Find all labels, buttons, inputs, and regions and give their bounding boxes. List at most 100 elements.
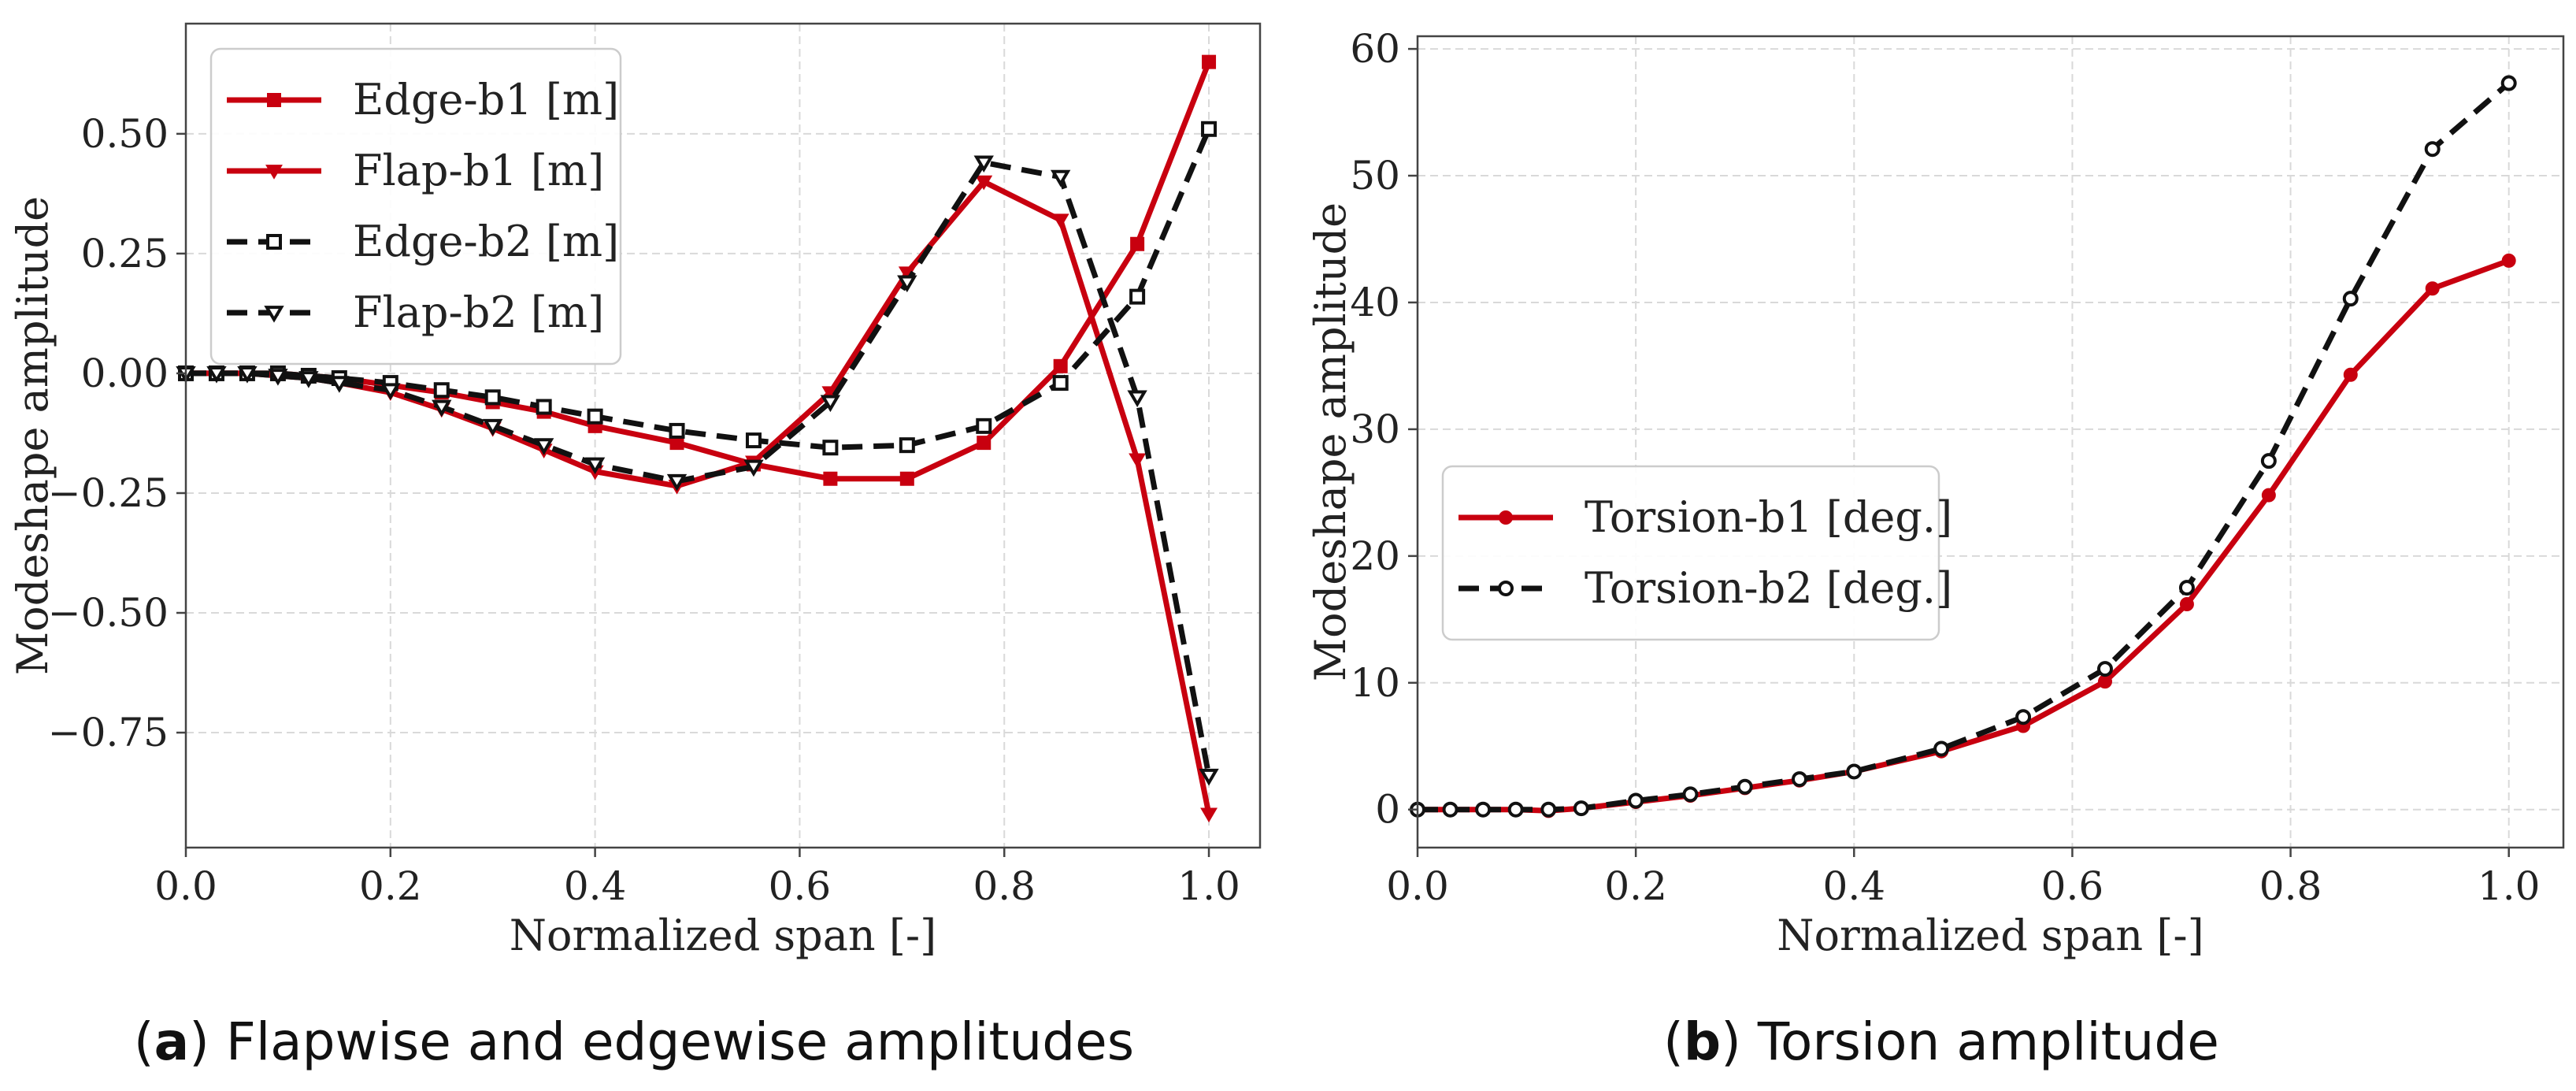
- y-tick-label: 0.25: [81, 231, 169, 276]
- data-point: [1507, 801, 1524, 818]
- grid-b: [1417, 36, 2563, 848]
- legend-marker: [1498, 581, 1514, 596]
- x-tick-label: 0.6: [769, 863, 832, 909]
- series-a-4: [176, 155, 1219, 786]
- data-point: [1129, 288, 1146, 305]
- data-point: [1050, 169, 1071, 187]
- data-point: [977, 436, 991, 451]
- data-point: [483, 418, 503, 436]
- x-tick-label: 0.6: [2041, 863, 2104, 909]
- x-tick-label: 0.4: [564, 863, 627, 909]
- ticks-a: 0.0 0.2 0.4 0.6 0.8 1.0 0.50 0.25 0.00 −0.25 −0.50…: [48, 111, 1240, 909]
- data-point: [329, 376, 350, 393]
- data-point: [820, 395, 841, 413]
- y-tick-label: 0: [1375, 787, 1400, 833]
- y-tick-label: −0.50: [48, 590, 169, 636]
- x-tick-label: 0.2: [1604, 863, 1667, 909]
- series-layer-a: [176, 54, 1219, 823]
- caption-a: (a) Flapwise and edgewise amplitudes: [134, 1011, 1134, 1072]
- ticks-b: 0.0 0.2 0.4 0.6 0.8 1.0 0 10 20 30 40 50 60: [1350, 26, 2540, 909]
- y-tick-label: −0.75: [48, 710, 169, 755]
- data-point: [380, 383, 401, 400]
- series-b-2: [1410, 75, 2517, 818]
- y-tick-label: 0.50: [81, 111, 169, 157]
- data-point: [1628, 792, 1644, 809]
- data-point: [745, 432, 762, 449]
- data-point: [1202, 54, 1217, 69]
- data-point: [822, 440, 839, 456]
- data-point: [1201, 121, 1218, 137]
- data-point: [2500, 75, 2517, 91]
- data-point: [1573, 800, 1589, 817]
- x-tick-label: 1.0: [1177, 863, 1240, 909]
- data-point: [1540, 801, 1557, 818]
- legend-label: Torsion-b2 [deg.]: [1585, 563, 1952, 613]
- x-tick-label: 0.8: [2259, 863, 2322, 909]
- data-point: [666, 473, 688, 492]
- data-point: [2424, 141, 2441, 158]
- data-point: [973, 155, 994, 173]
- series-line-b-2: [1418, 80, 2511, 813]
- data-point: [1200, 807, 1218, 823]
- data-point: [975, 175, 993, 191]
- caption-text-b: Torsion amplitude: [1757, 1011, 2219, 1072]
- data-point: [237, 366, 258, 384]
- legend-label: Edge-b2 [m]: [353, 217, 619, 266]
- data-point: [206, 366, 227, 384]
- legend-entry: Edge-b2 [m]: [227, 217, 619, 266]
- legend-entry: Torsion-b2 [deg.]: [1458, 563, 1952, 613]
- data-point: [1792, 771, 1807, 788]
- data-point: [1051, 213, 1069, 229]
- data-point: [899, 437, 915, 454]
- data-point: [2015, 709, 2032, 725]
- data-point: [2179, 597, 2194, 611]
- data-point: [268, 369, 288, 386]
- caption-b: (b) Torsion amplitude: [1663, 1011, 2219, 1072]
- data-point: [1846, 763, 1863, 780]
- data-point: [587, 408, 603, 425]
- y-tick-label: 30: [1350, 406, 1400, 452]
- data-point: [533, 438, 554, 455]
- x-tick-label: 0.2: [359, 863, 422, 909]
- legend-a: Edge-b1 [m] Flap-b1 [m] Edge-b2 [m] Flap-b2…: [209, 47, 622, 366]
- chart-panel-b: 0.0 0.2 0.4 0.6 0.8 1.0 0 10 20 30 40 50 60 Normaliz…: [1306, 26, 2565, 1072]
- caption-text-a: Flapwise and edgewise amplitudes: [226, 1011, 1134, 1072]
- legend-entry: Flap-b1 [m]: [227, 146, 604, 195]
- x-tick-label: 0.8: [973, 863, 1036, 909]
- data-point: [823, 471, 838, 486]
- plot-frame-a: [184, 22, 1262, 849]
- caption-letter-a: a: [154, 1011, 190, 1072]
- legend-label: Flap-b2 [m]: [353, 288, 604, 337]
- x-tick-label: 0.0: [154, 863, 217, 909]
- data-point: [1199, 768, 1219, 786]
- x-tick-label: 1.0: [2478, 863, 2541, 909]
- plot-frame-b: [1416, 35, 2565, 849]
- data-point: [584, 457, 606, 475]
- data-point: [1475, 801, 1492, 818]
- x-tick-label: 0.4: [1823, 863, 1886, 909]
- x-axis-label-a: Normalized span [-]: [510, 911, 936, 960]
- y-tick-label: 20: [1350, 533, 1400, 579]
- data-point: [2098, 674, 2112, 689]
- legend-entry: Flap-b2 [m]: [227, 288, 604, 337]
- y-tick-label: 60: [1350, 26, 1400, 72]
- chart-panel-a: 0.0 0.2 0.4 0.6 0.8 1.0 0.50 0.25 0.00 −0.25 −0.50…: [8, 22, 1262, 1072]
- legend-label: Flap-b1 [m]: [353, 146, 604, 195]
- data-point: [536, 399, 552, 415]
- legend-entry: Edge-b1 [m]: [227, 75, 619, 124]
- x-tick-label: 0.0: [1386, 863, 1449, 909]
- legend-marker: [266, 234, 282, 250]
- data-point: [2261, 488, 2276, 503]
- legend-entry: Torsion-b1 [deg.]: [1458, 492, 1952, 542]
- data-point: [2260, 453, 2277, 469]
- legend-marker: [1499, 510, 1513, 525]
- data-point: [298, 371, 319, 388]
- y-axis-label-b: Modeshape amplitude: [1306, 202, 1355, 681]
- data-point: [1129, 453, 1147, 469]
- legend-marker: [264, 306, 284, 323]
- caption-letter-b: b: [1684, 1011, 1721, 1072]
- data-point: [433, 382, 450, 399]
- y-tick-label: 10: [1350, 660, 1400, 706]
- legend-label: Torsion-b1 [deg.]: [1585, 492, 1952, 542]
